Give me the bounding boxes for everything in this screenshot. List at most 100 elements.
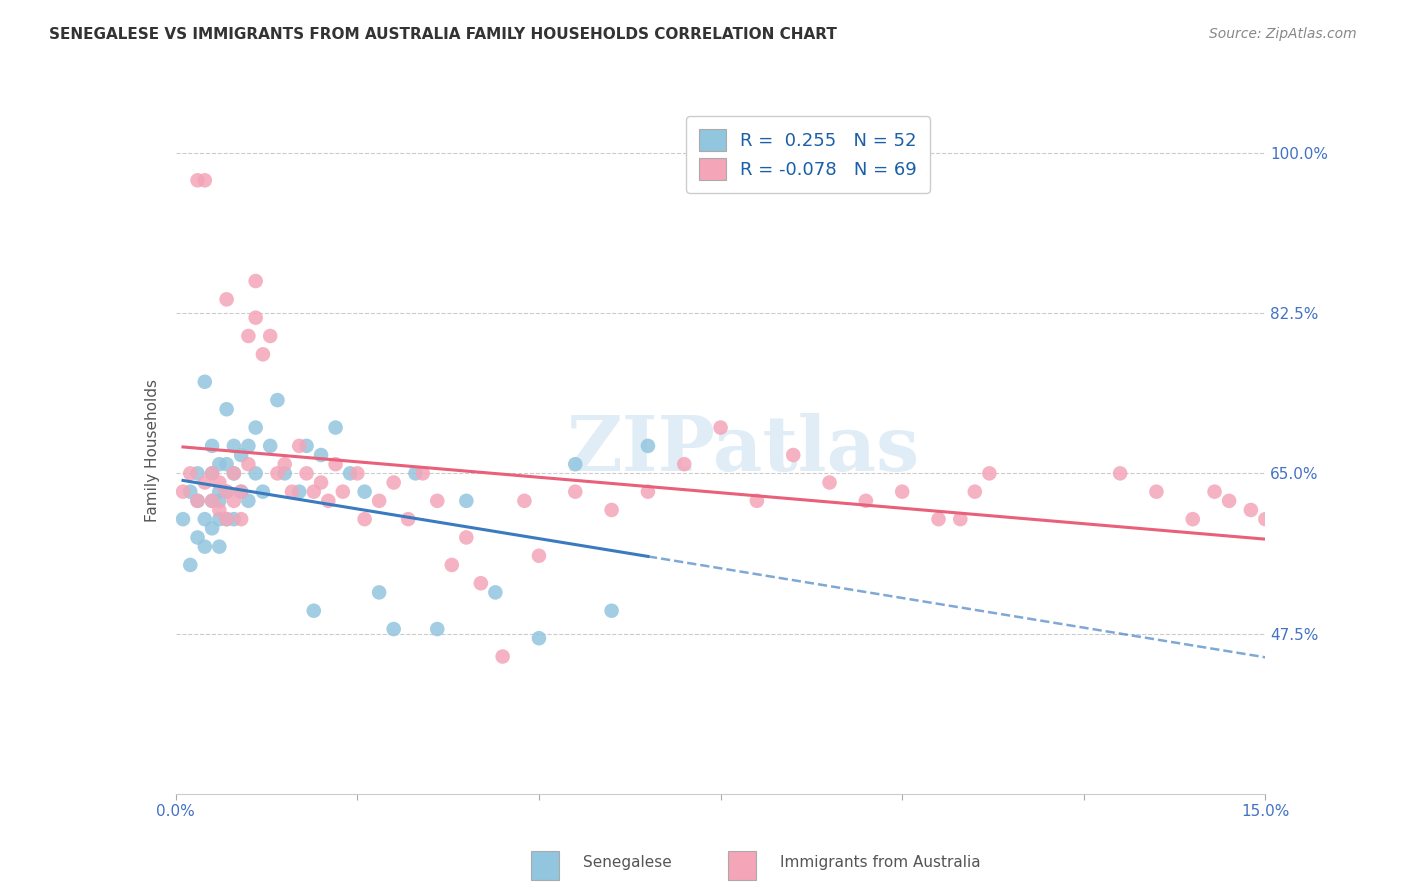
Point bbox=[201, 467, 224, 481]
Point bbox=[201, 493, 224, 508]
Point bbox=[266, 393, 288, 408]
Point bbox=[600, 604, 623, 618]
Point bbox=[186, 173, 209, 187]
Point bbox=[274, 457, 297, 471]
Point bbox=[928, 512, 950, 526]
Text: Source: ZipAtlas.com: Source: ZipAtlas.com bbox=[1209, 27, 1357, 41]
Point bbox=[1204, 484, 1226, 499]
Point bbox=[637, 484, 659, 499]
Point bbox=[295, 467, 318, 481]
Point bbox=[208, 457, 231, 471]
Point bbox=[222, 467, 245, 481]
Point bbox=[470, 576, 492, 591]
Point bbox=[818, 475, 841, 490]
Point bbox=[222, 512, 245, 526]
Point bbox=[513, 493, 536, 508]
Point bbox=[527, 549, 550, 563]
Point bbox=[252, 347, 274, 361]
Point bbox=[484, 585, 506, 599]
Point bbox=[1261, 512, 1284, 526]
Point bbox=[245, 467, 267, 481]
Point bbox=[309, 448, 332, 462]
Point bbox=[492, 649, 515, 664]
Point bbox=[1109, 467, 1132, 481]
Point bbox=[194, 475, 217, 490]
Point bbox=[325, 457, 347, 471]
Point bbox=[396, 512, 419, 526]
Point bbox=[1146, 484, 1168, 499]
Point bbox=[259, 439, 281, 453]
Point bbox=[600, 503, 623, 517]
Point bbox=[382, 475, 405, 490]
Point bbox=[238, 493, 260, 508]
Point bbox=[302, 604, 325, 618]
Point bbox=[259, 329, 281, 343]
Point bbox=[368, 585, 391, 599]
Point bbox=[194, 173, 217, 187]
Point bbox=[382, 622, 405, 636]
Point bbox=[238, 439, 260, 453]
Point bbox=[179, 467, 201, 481]
Point bbox=[1218, 493, 1240, 508]
Point bbox=[201, 467, 224, 481]
Text: Immigrants from Australia: Immigrants from Australia bbox=[780, 855, 981, 870]
Point bbox=[302, 484, 325, 499]
Point bbox=[325, 420, 347, 434]
Point bbox=[186, 493, 209, 508]
Point bbox=[1268, 695, 1291, 709]
Y-axis label: Family Households: Family Households bbox=[145, 379, 160, 522]
Point bbox=[745, 493, 768, 508]
Point bbox=[238, 329, 260, 343]
Point bbox=[564, 457, 586, 471]
Point bbox=[637, 439, 659, 453]
Point bbox=[412, 467, 434, 481]
Point bbox=[339, 467, 361, 481]
Point bbox=[353, 484, 375, 499]
Point bbox=[368, 493, 391, 508]
Point bbox=[346, 467, 368, 481]
Point bbox=[426, 493, 449, 508]
Point bbox=[710, 420, 733, 434]
Point bbox=[186, 531, 209, 545]
Point bbox=[855, 493, 877, 508]
Legend: R =  0.255   N = 52, R = -0.078   N = 69: R = 0.255 N = 52, R = -0.078 N = 69 bbox=[686, 116, 929, 193]
Point bbox=[245, 420, 267, 434]
Point bbox=[222, 439, 245, 453]
Point bbox=[782, 448, 804, 462]
Point bbox=[222, 467, 245, 481]
Point bbox=[949, 512, 972, 526]
Point bbox=[208, 484, 231, 499]
Text: ZIPatlas: ZIPatlas bbox=[565, 414, 920, 487]
Point bbox=[179, 558, 201, 572]
Point bbox=[252, 484, 274, 499]
Point bbox=[245, 310, 267, 325]
Point bbox=[281, 484, 304, 499]
Point bbox=[963, 484, 986, 499]
Point bbox=[208, 512, 231, 526]
Point bbox=[208, 493, 231, 508]
Point bbox=[440, 558, 463, 572]
Point bbox=[231, 484, 253, 499]
Point bbox=[215, 293, 238, 307]
Point bbox=[673, 457, 696, 471]
Bar bbox=[531, 851, 560, 880]
Point bbox=[215, 512, 238, 526]
Point bbox=[238, 457, 260, 471]
Point bbox=[245, 274, 267, 288]
Point bbox=[891, 484, 914, 499]
Point bbox=[208, 540, 231, 554]
Text: SENEGALESE VS IMMIGRANTS FROM AUSTRALIA FAMILY HOUSEHOLDS CORRELATION CHART: SENEGALESE VS IMMIGRANTS FROM AUSTRALIA … bbox=[49, 27, 837, 42]
Point bbox=[318, 493, 340, 508]
Point bbox=[215, 402, 238, 417]
Point bbox=[288, 484, 311, 499]
Point bbox=[172, 484, 194, 499]
Point bbox=[201, 439, 224, 453]
Text: Senegalese: Senegalese bbox=[583, 855, 672, 870]
Point bbox=[215, 484, 238, 499]
Point bbox=[194, 512, 217, 526]
Point bbox=[172, 512, 194, 526]
Point bbox=[456, 493, 478, 508]
Point bbox=[231, 512, 253, 526]
Point bbox=[266, 467, 288, 481]
Point bbox=[979, 467, 1001, 481]
